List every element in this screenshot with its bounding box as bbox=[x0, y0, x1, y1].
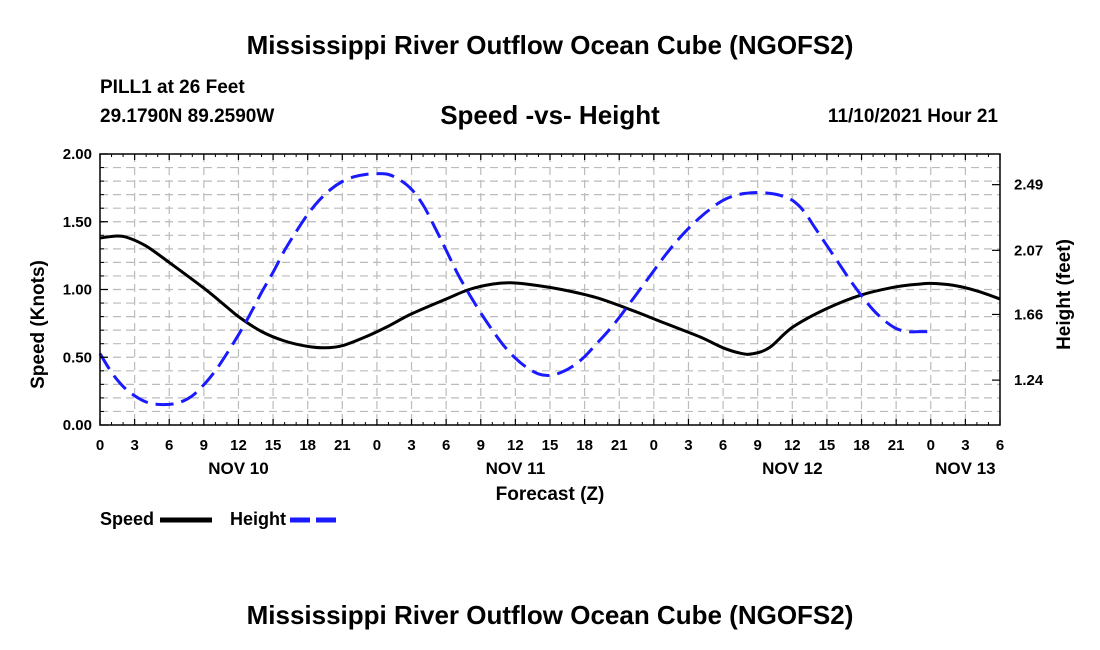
x-tick-label: 3 bbox=[130, 437, 138, 454]
footer-title: Mississippi River Outflow Ocean Cube (NG… bbox=[246, 600, 854, 630]
legend-height-swatch bbox=[290, 517, 342, 523]
station-label: PILL1 at 26 Feet bbox=[100, 77, 245, 98]
x-tick-label: 15 bbox=[265, 437, 282, 454]
x-axis-title: Forecast (Z) bbox=[496, 484, 605, 505]
x-tick-label: 0 bbox=[373, 437, 381, 454]
x-tick-label: 21 bbox=[334, 437, 351, 454]
x-tick-label: 12 bbox=[784, 437, 801, 454]
y-tick-label: 1.50 bbox=[63, 214, 92, 231]
x-tick-label: 9 bbox=[754, 437, 762, 454]
x-tick-label: 6 bbox=[719, 437, 727, 454]
x-day-label: NOV 11 bbox=[486, 459, 546, 478]
y-axis-title: Speed (Knots) bbox=[28, 260, 49, 389]
x-tick-label: 18 bbox=[853, 437, 870, 454]
x-tick-label: 12 bbox=[230, 437, 247, 454]
x-day-label: NOV 13 bbox=[935, 459, 995, 478]
x-tick-label: 6 bbox=[165, 437, 173, 454]
x-tick-label: 9 bbox=[477, 437, 485, 454]
x-tick-label: 3 bbox=[684, 437, 692, 454]
y2-axis-title: Height (feet) bbox=[1054, 239, 1075, 350]
x-tick-label: 18 bbox=[299, 437, 316, 454]
x-tick-label: 0 bbox=[927, 437, 935, 454]
x-tick-label: 3 bbox=[961, 437, 969, 454]
x-tick-label: 6 bbox=[996, 437, 1004, 454]
y-tick-label: 2.00 bbox=[63, 146, 92, 163]
y2-tick-label: 2.49 bbox=[1014, 177, 1043, 194]
forecast-datetime: 11/10/2021 Hour 21 bbox=[827, 106, 998, 127]
ticks bbox=[99, 153, 1001, 426]
x-tick-label: 18 bbox=[576, 437, 593, 454]
x-tick-label: 0 bbox=[96, 437, 104, 454]
x-tick-label: 9 bbox=[200, 437, 208, 454]
x-tick-label: 12 bbox=[507, 437, 524, 454]
speed-height-chart: 0 3 6 9 12 15 18 21 0 3 6 9 12 15 18 21 0 3 6 9 12 15 18 21 0 3 6 0… bbox=[28, 146, 1075, 505]
station-coordinates: 29.1790N 89.2590W bbox=[100, 106, 275, 127]
y2-tick-label: 1.24 bbox=[1014, 372, 1044, 389]
x-tick-label: 6 bbox=[442, 437, 450, 454]
y2-tick-label: 1.66 bbox=[1014, 306, 1043, 323]
chart-title: Speed -vs- Height bbox=[440, 100, 660, 130]
x-tick-label: 3 bbox=[407, 437, 415, 454]
axis-labels: 0 3 6 9 12 15 18 21 0 3 6 9 12 15 18 21 0 3 6 9 12 15 18 21 0 3 6 0… bbox=[28, 146, 1075, 505]
series-layer bbox=[98, 172, 1001, 407]
legend-speed-label: Speed bbox=[100, 509, 155, 529]
legend-speed-swatch bbox=[160, 517, 212, 523]
x-tick-label: 15 bbox=[542, 437, 559, 454]
x-tick-label: 21 bbox=[888, 437, 905, 454]
legend-height-label: Height bbox=[230, 509, 286, 529]
y-tick-label: 1.00 bbox=[63, 282, 92, 299]
x-tick-label: 0 bbox=[650, 437, 658, 454]
x-tick-label: 15 bbox=[819, 437, 836, 454]
height-series-line bbox=[98, 172, 931, 407]
speed-series-line bbox=[99, 234, 1001, 356]
x-day-label: NOV 12 bbox=[762, 459, 822, 478]
y-tick-label: 0.50 bbox=[63, 349, 92, 366]
x-tick-label: 21 bbox=[611, 437, 628, 454]
x-day-label: NOV 10 bbox=[208, 459, 268, 478]
grid bbox=[100, 154, 1000, 425]
y2-tick-label: 2.07 bbox=[1014, 242, 1043, 259]
y-tick-label: 0.00 bbox=[63, 417, 92, 434]
main-title: Mississippi River Outflow Ocean Cube (NG… bbox=[246, 30, 854, 60]
